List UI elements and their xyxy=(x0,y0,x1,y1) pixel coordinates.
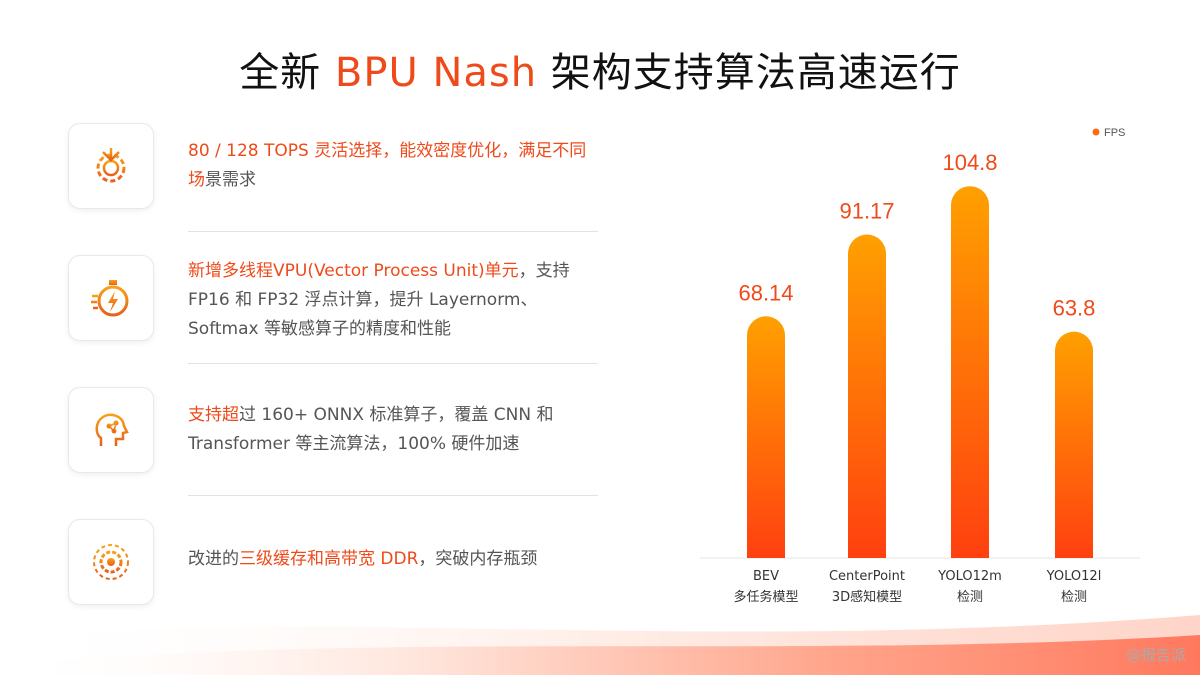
feature-item: 新增多线程VPU(Vector Process Unit)单元，支持 FP16 … xyxy=(68,255,598,387)
chart-canvas: 68.14 BEV 多任务模型 91.17 CenterPoint 3D感知模型 104.8… xyxy=(700,127,1140,605)
legend-label: FPS xyxy=(1104,127,1125,139)
watermark: @报告派 xyxy=(1125,646,1186,664)
stopwatch-lightning-icon xyxy=(68,255,154,341)
bar xyxy=(1055,331,1093,558)
legend-marker xyxy=(1092,128,1100,136)
bar xyxy=(747,316,785,558)
brain-circuit-head-icon xyxy=(68,387,154,473)
category-tick-label: 3D感知模型 xyxy=(832,589,902,605)
bar-value-label: 68.14 xyxy=(738,280,793,305)
category-tick-label: BEV xyxy=(753,569,779,584)
gear-network-icon xyxy=(68,519,154,605)
bar-value-label: 91.17 xyxy=(839,199,894,224)
title-accent: BPU Nash xyxy=(334,50,538,96)
bar-value-label: 63.8 xyxy=(1053,296,1096,321)
category-tick-label: CenterPoint xyxy=(829,569,905,584)
divider xyxy=(188,363,598,364)
divider xyxy=(188,231,598,232)
feature-item: 80 / 128 TOPS 灵活选择，能效密度优化，满足不同场景需求 xyxy=(68,123,598,255)
legend: FPS xyxy=(1092,127,1125,139)
category-tick-label: 检测 xyxy=(957,590,983,605)
page-title: 全新 BPU Nash 架构支持算法高速运行 xyxy=(239,50,961,96)
category-tick-label: YOLO12m xyxy=(937,569,1002,584)
divider xyxy=(188,495,598,496)
processor-gear-icon xyxy=(68,123,154,209)
fps-bar-chart: 68.14 BEV 多任务模型 91.17 CenterPoint 3D感知模型 104.8… xyxy=(690,110,1160,610)
category-tick-label: 检测 xyxy=(1061,590,1087,605)
feature-item: 改进的三级缓存和高带宽 DDR，突破内存瓶颈 xyxy=(68,519,598,651)
bar xyxy=(951,186,989,558)
feature-list: 80 / 128 TOPS 灵活选择，能效密度优化，满足不同场景需求 新增多线程… xyxy=(68,123,598,651)
bar-value-label: 104.8 xyxy=(942,150,997,175)
category-tick-label: 多任务模型 xyxy=(733,589,798,605)
category-tick-label: YOLO12l xyxy=(1046,569,1102,584)
feature-item: 支持超过 160+ ONNX 标准算子，覆盖 CNN 和 Transformer… xyxy=(68,387,598,519)
bar xyxy=(848,234,886,558)
